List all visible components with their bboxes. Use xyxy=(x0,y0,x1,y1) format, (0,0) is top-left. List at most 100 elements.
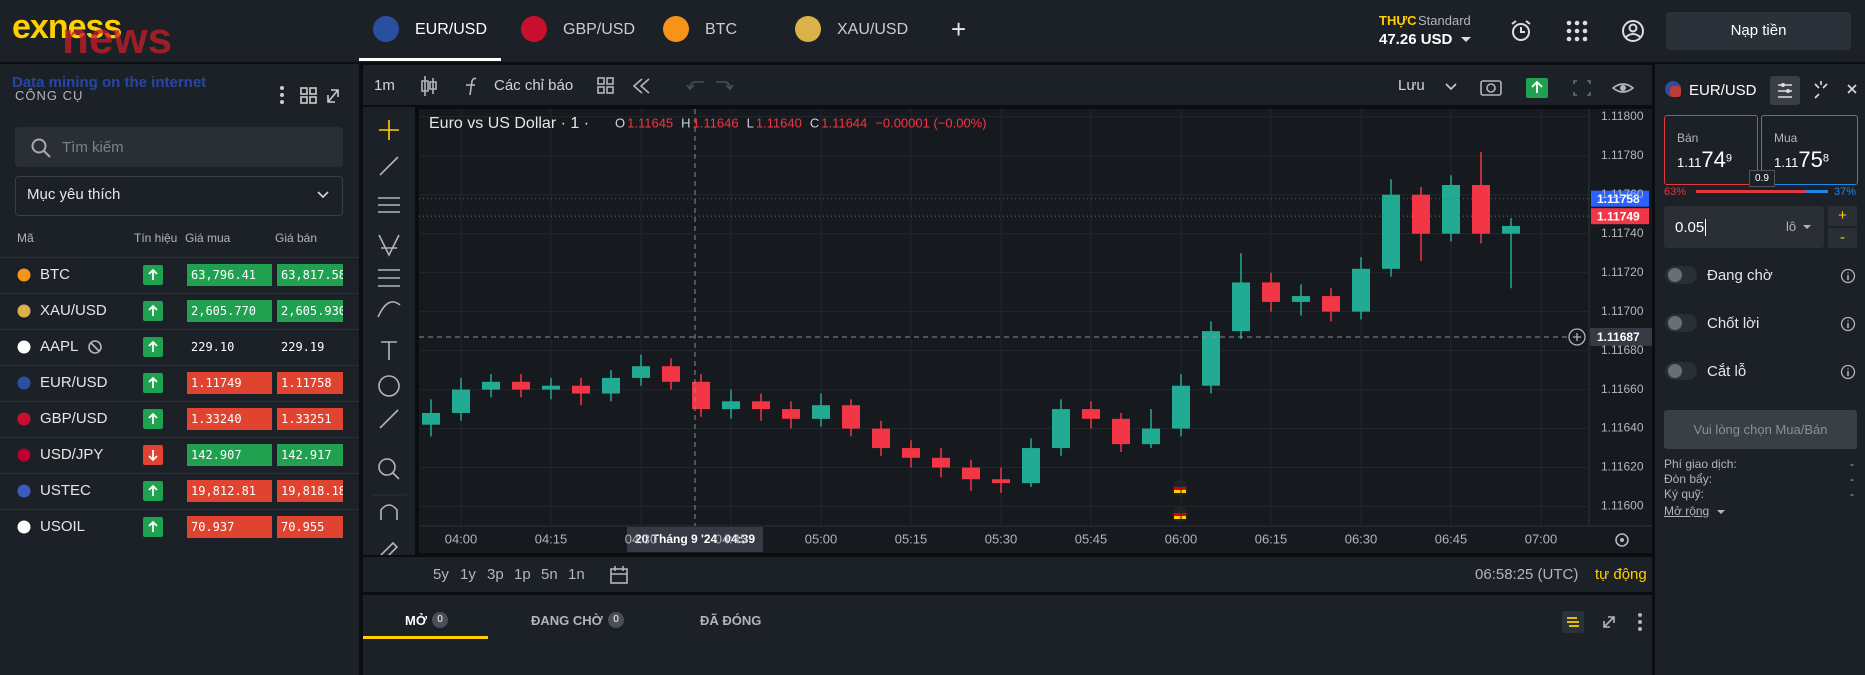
symbol[interactable]: GBP/USD xyxy=(40,410,108,427)
candle-body xyxy=(1382,194,1400,269)
tab-label[interactable]: XAU/USD xyxy=(837,21,909,38)
ask-price[interactable]: 19,818.18 xyxy=(277,480,343,502)
y-tick-label: 1.11640 xyxy=(1601,421,1644,435)
toggle[interactable] xyxy=(1664,264,1698,286)
save-button[interactable]: Lưu xyxy=(1398,77,1425,94)
x-tick-label: 05:45 xyxy=(1075,531,1108,546)
balance-caret xyxy=(1461,37,1471,42)
bid-price[interactable]: 229.10 xyxy=(191,340,235,354)
ask-price[interactable]: 2,605.930 xyxy=(277,300,343,322)
bottom-tab[interactable]: ĐANG CHỜ xyxy=(531,613,603,628)
deposit-button[interactable]: Nạp tiền xyxy=(1666,12,1851,50)
symbol[interactable]: BTC xyxy=(40,266,70,283)
range-button[interactable]: 1p xyxy=(514,566,531,583)
tab-label[interactable]: GBP/USD xyxy=(563,21,636,38)
range-button[interactable]: 1y xyxy=(460,566,476,583)
sell-price-big: 74 xyxy=(1701,147,1726,172)
ohlc-value: 1.11640 xyxy=(756,115,802,130)
ask-price[interactable]: 70.955 xyxy=(277,516,343,538)
symbol[interactable]: AAPL xyxy=(40,338,79,355)
bid-price[interactable]: 63,796.41 xyxy=(187,264,272,286)
toggle[interactable] xyxy=(1664,312,1698,334)
symbol[interactable]: XAU/USD xyxy=(40,302,107,319)
bottom-tab[interactable]: ĐÃ ĐÓNG xyxy=(700,613,762,628)
toolbar-icons[interactable] xyxy=(418,73,638,99)
range-button[interactable]: 5n xyxy=(541,566,558,583)
ask-price[interactable]: 1.33251 xyxy=(277,408,343,430)
alarm-icon[interactable] xyxy=(1508,18,1534,44)
bid-price[interactable]: 1.33240 xyxy=(187,408,272,430)
price-chart[interactable]: 1.11758 1.11749 1.11687 20 Tháng 9 '24 04:39… xyxy=(419,109,1652,553)
account-type: THỰC xyxy=(1379,13,1417,28)
candle-body xyxy=(692,381,710,410)
overlay: 1.11758 1.11749 1.11687 20 Tháng 9 '24 04:39 xyxy=(419,109,1652,552)
drawing-tool-icons[interactable] xyxy=(363,110,415,555)
ask-price[interactable]: 142.917 xyxy=(277,444,343,466)
new-tab[interactable]: + xyxy=(951,14,967,44)
crosshair-price-box xyxy=(1590,327,1652,346)
range-button[interactable]: 3p xyxy=(487,566,504,583)
search-box[interactable] xyxy=(15,127,343,167)
filter-label: Mục yêu thích xyxy=(27,186,121,203)
bid-price[interactable]: 19,812.81 xyxy=(187,480,272,502)
bid-price[interactable]: 70.937 xyxy=(187,516,272,538)
bottom-actions[interactable] xyxy=(1562,611,1652,633)
chart-settings-icon[interactable] xyxy=(1615,533,1629,547)
signal-arrow xyxy=(148,450,158,462)
help-ring xyxy=(1840,316,1856,332)
expand-link[interactable]: Mở rộng xyxy=(1664,504,1710,518)
filter-caret xyxy=(317,191,329,199)
price-tag xyxy=(1591,208,1649,225)
toolbar-right[interactable] xyxy=(1442,78,1662,98)
symbol[interactable]: EUR/USD xyxy=(40,374,108,391)
interval[interactable]: 1m xyxy=(374,77,395,94)
filter-select[interactable] xyxy=(15,176,343,216)
profile-icon[interactable] xyxy=(1620,18,1646,44)
apps-icon[interactable] xyxy=(1566,20,1588,42)
tab-icon-circle xyxy=(663,16,689,42)
signal xyxy=(143,517,163,537)
submit-button[interactable]: Vui lòng chọn Mua/Bán xyxy=(1664,410,1857,449)
account-plan: Standard xyxy=(1418,13,1471,28)
bottom-tab[interactable]: MỞ xyxy=(405,613,427,628)
expand-caret xyxy=(1717,510,1725,514)
symbol[interactable]: USTEC xyxy=(40,482,91,499)
tab-label[interactable]: BTC xyxy=(705,21,737,38)
indicators-button[interactable]: Các chỉ báo xyxy=(494,77,574,94)
ask-price[interactable]: 1.11758 xyxy=(277,372,343,394)
sell-button[interactable] xyxy=(1664,115,1758,185)
date-range-icon[interactable] xyxy=(608,565,630,585)
bid-price[interactable]: 142.907 xyxy=(187,444,272,466)
volume-minus[interactable]: - xyxy=(1828,228,1857,248)
symbol[interactable]: USOIL xyxy=(40,518,86,535)
ask-price[interactable]: 63,817.58 xyxy=(277,264,343,286)
range-button[interactable]: 1n xyxy=(568,566,585,583)
x-tick-label: 05:15 xyxy=(895,531,928,546)
ask-price[interactable]: 229.19 xyxy=(281,340,325,354)
volume-input[interactable] xyxy=(1664,206,1824,248)
toolbar-nav[interactable] xyxy=(630,75,740,97)
y-tick-label: 1.11620 xyxy=(1601,460,1644,474)
order-header-actions[interactable] xyxy=(1770,75,1865,107)
volume-plus[interactable]: + xyxy=(1828,206,1857,226)
auto-scale[interactable]: tự động xyxy=(1595,566,1647,583)
ohlc-value: 1.11645 xyxy=(627,115,673,130)
ohlc-key: C xyxy=(810,115,819,130)
symbol[interactable]: USD/JPY xyxy=(40,446,104,463)
sell-label: Bán xyxy=(1677,131,1699,145)
balance[interactable]: 47.26 USD xyxy=(1379,31,1453,48)
range-button[interactable]: 5y xyxy=(433,566,449,583)
unit-caret xyxy=(1803,225,1811,229)
active-tab-indicator xyxy=(359,58,501,61)
buy-button[interactable] xyxy=(1761,115,1858,185)
x-tick-label: 04:30 xyxy=(625,531,658,546)
toggle[interactable] xyxy=(1664,360,1698,382)
bid-price[interactable]: 2,605.770 xyxy=(187,300,272,322)
bid-price[interactable]: 1.11749 xyxy=(187,372,272,394)
symbol-icon xyxy=(17,268,31,282)
tab-icon-circle xyxy=(795,16,821,42)
tab-label[interactable]: EUR/USD xyxy=(415,21,488,38)
symbol-icon-circle xyxy=(17,340,31,354)
sidebar-actions[interactable] xyxy=(276,84,346,106)
tab-icon xyxy=(663,16,689,42)
